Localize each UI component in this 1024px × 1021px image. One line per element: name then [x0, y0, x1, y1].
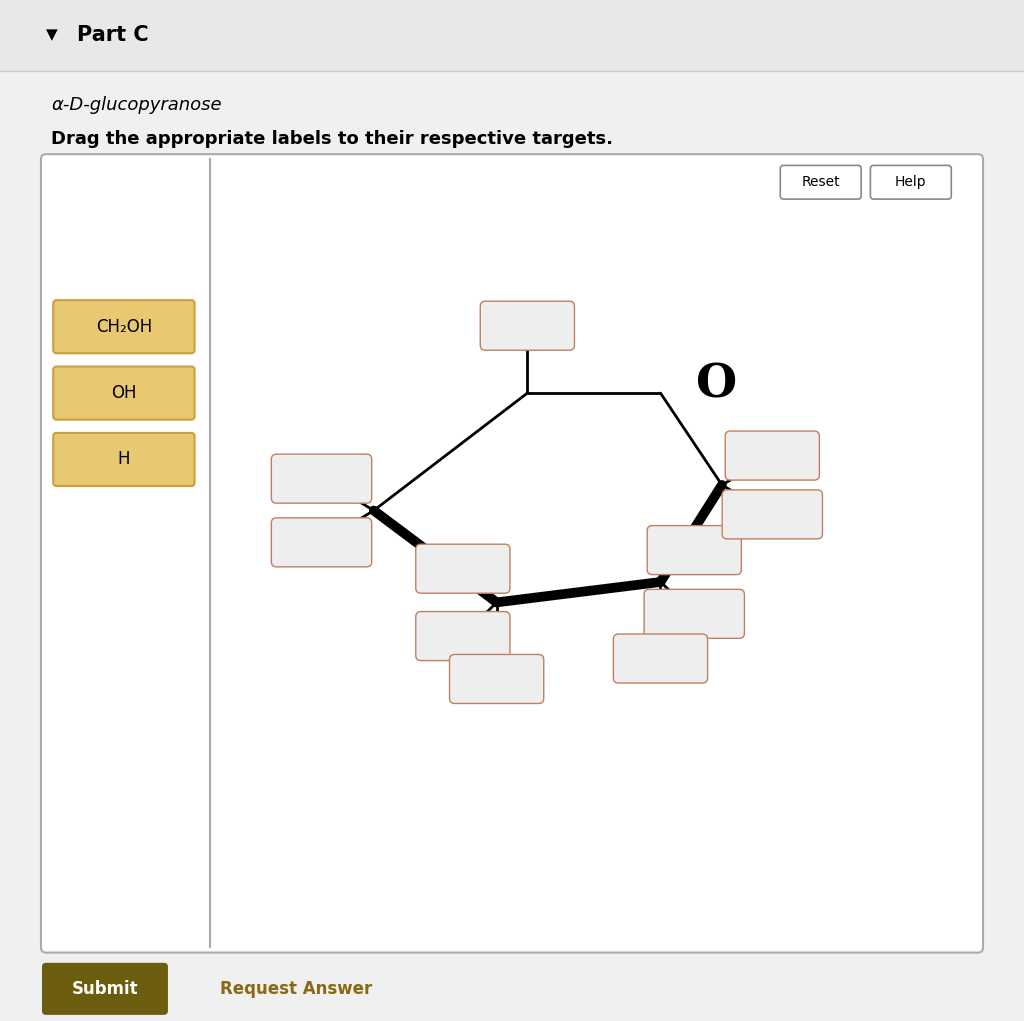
FancyBboxPatch shape — [53, 300, 195, 353]
Text: CH₂OH: CH₂OH — [96, 318, 152, 336]
FancyBboxPatch shape — [644, 589, 744, 638]
FancyBboxPatch shape — [870, 165, 951, 199]
FancyBboxPatch shape — [722, 490, 822, 539]
FancyBboxPatch shape — [613, 634, 708, 683]
Text: O: O — [696, 361, 737, 408]
FancyBboxPatch shape — [271, 454, 372, 503]
FancyBboxPatch shape — [725, 431, 819, 480]
FancyBboxPatch shape — [450, 654, 544, 703]
FancyBboxPatch shape — [416, 612, 510, 661]
Text: Help: Help — [895, 176, 927, 189]
FancyBboxPatch shape — [271, 518, 372, 567]
FancyBboxPatch shape — [780, 165, 861, 199]
Text: α-D-glucopyranose: α-D-glucopyranose — [51, 96, 222, 114]
Text: Reset: Reset — [802, 176, 840, 189]
Text: Submit: Submit — [72, 980, 138, 998]
FancyBboxPatch shape — [41, 154, 983, 953]
FancyBboxPatch shape — [480, 301, 574, 350]
FancyBboxPatch shape — [0, 0, 1024, 71]
Text: OH: OH — [112, 384, 136, 402]
FancyBboxPatch shape — [53, 433, 195, 486]
FancyBboxPatch shape — [53, 367, 195, 420]
FancyBboxPatch shape — [416, 544, 510, 593]
Text: Part C: Part C — [77, 25, 148, 45]
Text: Request Answer: Request Answer — [220, 980, 373, 998]
FancyBboxPatch shape — [647, 526, 741, 575]
FancyBboxPatch shape — [42, 963, 168, 1015]
Text: H: H — [118, 450, 130, 469]
Text: ▼: ▼ — [46, 28, 57, 42]
Text: Drag the appropriate labels to their respective targets.: Drag the appropriate labels to their res… — [51, 130, 613, 148]
